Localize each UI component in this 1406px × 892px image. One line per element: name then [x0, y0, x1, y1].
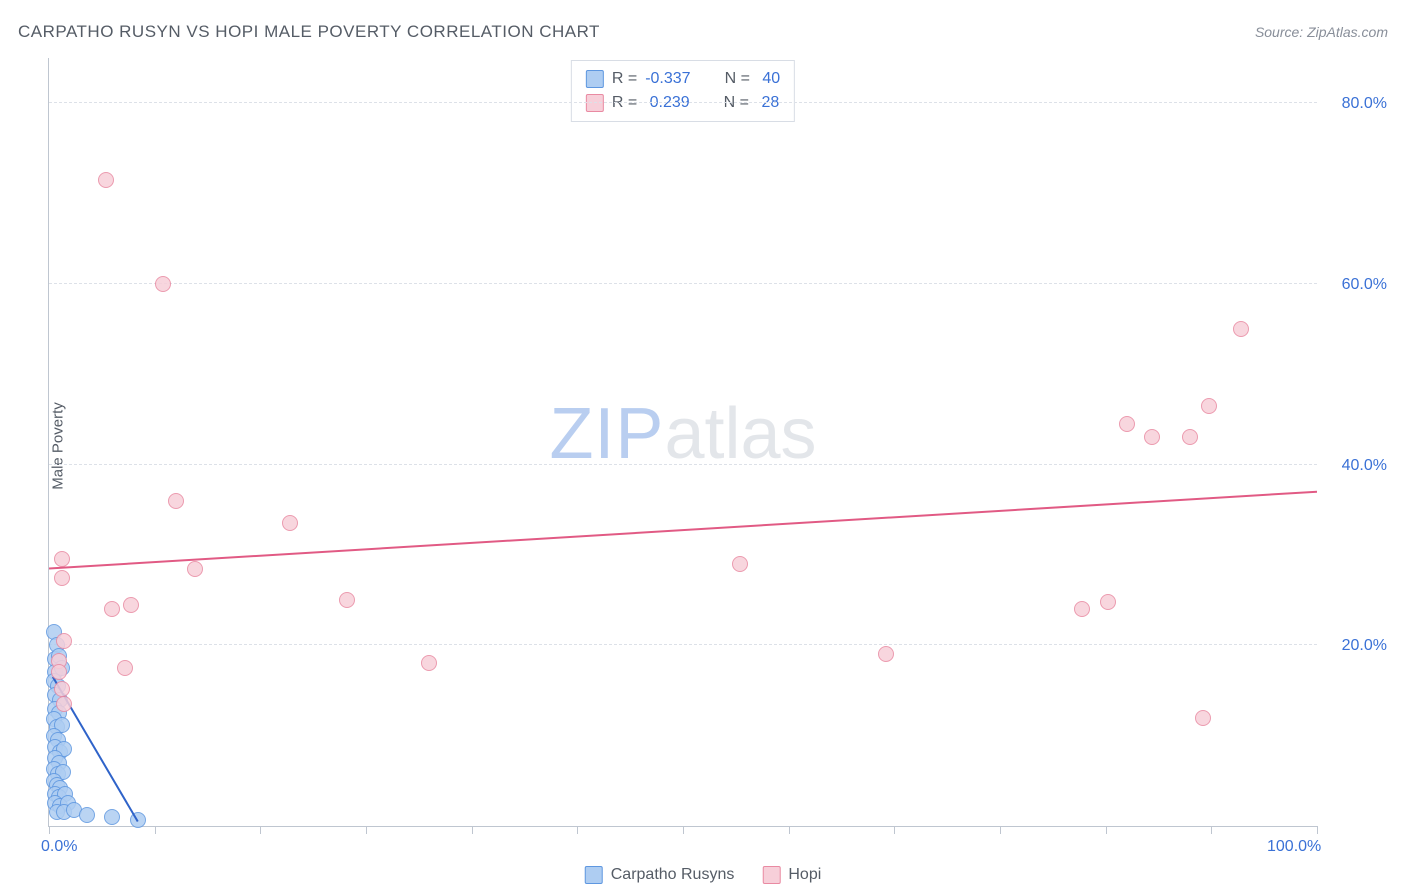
n-value: 40	[758, 67, 780, 91]
legend-swatch	[762, 866, 780, 884]
legend-swatch	[585, 866, 603, 884]
x-tick	[683, 826, 684, 834]
r-label: R =	[612, 67, 637, 91]
data-point	[1182, 429, 1198, 445]
data-point	[104, 809, 120, 825]
data-point	[187, 561, 203, 577]
watermark: ZIPatlas	[549, 393, 816, 475]
data-point	[1074, 601, 1090, 617]
x-tick	[49, 826, 50, 834]
legend-label: Carpatho Rusyns	[611, 866, 735, 884]
y-tick-label: 40.0%	[1342, 457, 1387, 475]
data-point	[1119, 416, 1135, 432]
correlation-legend: R =-0.337N = 40R = 0.239N = 28	[571, 60, 795, 122]
data-point	[421, 655, 437, 671]
trend-line	[49, 58, 1317, 826]
data-point	[1201, 398, 1217, 414]
n-label: N =	[725, 67, 750, 91]
x-tick	[260, 826, 261, 834]
y-tick-label: 80.0%	[1342, 95, 1387, 113]
legend-row: R = -0.337 N = 40	[586, 67, 780, 91]
watermark-atlas: atlas	[664, 394, 816, 474]
x-tick	[155, 826, 156, 834]
legend-label: Hopi	[788, 866, 821, 884]
x-tick-label: 0.0%	[41, 838, 77, 856]
trend-line	[49, 58, 1317, 826]
data-point	[130, 812, 146, 828]
x-tick	[789, 826, 790, 834]
data-point	[56, 696, 72, 712]
x-tick	[1000, 826, 1001, 834]
data-point	[155, 276, 171, 292]
x-tick	[472, 826, 473, 834]
data-point	[98, 172, 114, 188]
gridline	[49, 644, 1317, 645]
data-point	[117, 660, 133, 676]
data-point	[56, 633, 72, 649]
data-point	[1195, 710, 1211, 726]
legend-item: Hopi	[762, 866, 821, 884]
y-tick-label: 60.0%	[1342, 276, 1387, 294]
r-value: -0.337	[645, 67, 690, 91]
x-tick	[894, 826, 895, 834]
data-point	[168, 493, 184, 509]
series-legend: Carpatho Rusyns Hopi	[585, 866, 822, 884]
x-tick	[1211, 826, 1212, 834]
data-point	[54, 681, 70, 697]
x-tick-label: 100.0%	[1267, 838, 1321, 856]
watermark-zip: ZIP	[549, 394, 664, 474]
gridline	[49, 102, 1317, 103]
x-tick	[577, 826, 578, 834]
x-tick	[366, 826, 367, 834]
data-point	[104, 601, 120, 617]
gridline	[49, 283, 1317, 284]
data-point	[339, 592, 355, 608]
legend-item: Carpatho Rusyns	[585, 866, 735, 884]
data-point	[1233, 321, 1249, 337]
chart-title: CARPATHO RUSYN VS HOPI MALE POVERTY CORR…	[18, 22, 600, 42]
data-point	[54, 551, 70, 567]
data-point	[732, 556, 748, 572]
data-point	[123, 597, 139, 613]
scatter-plot: ZIPatlas R =-0.337N = 40R = 0.239N = 28 …	[48, 58, 1317, 827]
gridline	[49, 464, 1317, 465]
source-attribution: Source: ZipAtlas.com	[1255, 24, 1388, 40]
data-point	[878, 646, 894, 662]
data-point	[1144, 429, 1160, 445]
data-point	[54, 570, 70, 586]
x-tick	[1106, 826, 1107, 834]
legend-swatch	[586, 70, 604, 88]
data-point	[79, 807, 95, 823]
x-tick	[1317, 826, 1318, 834]
y-tick-label: 20.0%	[1342, 637, 1387, 655]
data-point	[1100, 594, 1116, 610]
data-point	[51, 664, 67, 680]
data-point	[282, 515, 298, 531]
